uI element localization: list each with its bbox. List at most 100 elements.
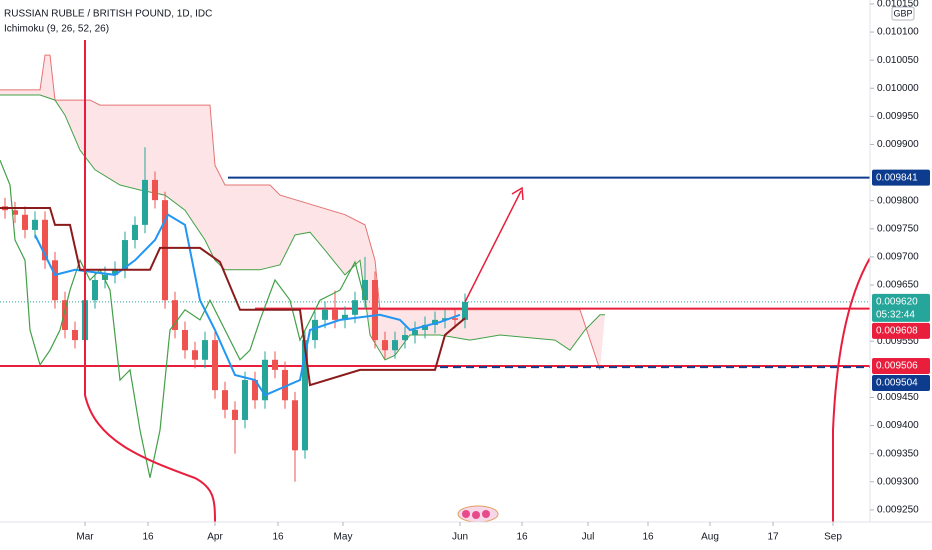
cloud-fill	[0, 55, 605, 370]
drawing-curve	[84, 40, 216, 523]
candle-body	[42, 219, 48, 261]
candle-body	[322, 309, 328, 320]
y-tick-label: 0.009800	[877, 195, 919, 206]
y-tick-label: 0.009650	[877, 280, 919, 291]
x-tick-label: Aug	[701, 532, 719, 543]
candle-body	[122, 240, 128, 270]
indicator-label: Ichimoku (9, 26, 52, 26)	[4, 24, 109, 35]
candle-body	[172, 300, 178, 330]
x-tick-label: 16	[642, 532, 654, 543]
candle-body	[232, 409, 238, 420]
candle-body	[152, 179, 158, 201]
candle-body	[282, 369, 288, 401]
y-tick-label: 0.009900	[877, 139, 919, 150]
y-tick-label: 0.009750	[877, 223, 919, 234]
x-tick-label: May	[334, 532, 353, 543]
candle-body	[212, 340, 218, 391]
candle-body	[342, 314, 348, 320]
candle-body	[262, 359, 268, 401]
x-tick-label: 16	[516, 532, 528, 543]
candle-body	[182, 329, 188, 351]
price-tag-label: 0.009504	[876, 378, 918, 389]
candle-body	[72, 329, 78, 341]
event-icon	[457, 505, 499, 523]
candle-body	[452, 318, 458, 320]
price-tag	[872, 322, 930, 339]
y-tick-label: 0.010150	[877, 0, 919, 10]
y-tick-label: 0.009350	[877, 448, 919, 459]
candle-body	[12, 210, 18, 215]
x-tick-label: 17	[767, 532, 779, 543]
candle-body	[112, 269, 118, 275]
candle-body	[52, 260, 58, 301]
candle-body	[362, 279, 368, 301]
candle-body	[22, 214, 28, 230]
indicator-line	[0, 207, 466, 387]
plot-area	[0, 54, 870, 482]
candle-body	[352, 300, 358, 315]
candle-body	[242, 380, 248, 420]
indicator-line	[0, 94, 605, 361]
y-tick-label: 0.010100	[877, 27, 919, 38]
x-tick-label: Sep	[824, 532, 842, 543]
y-tick-label: 0.009700	[877, 252, 919, 263]
y-tick-label: 0.010050	[877, 55, 919, 66]
y-tick-label: 0.009950	[877, 111, 919, 122]
price-tag	[872, 293, 930, 322]
candle-body	[62, 300, 68, 330]
drawing-arrowhead	[511, 186, 524, 201]
indicator-line	[0, 54, 601, 371]
y-tick-label: 0.009250	[877, 505, 919, 516]
indicator-line	[0, 159, 366, 478]
price-tag	[872, 374, 930, 391]
candle-body	[412, 329, 418, 336]
price-axis	[870, 0, 932, 550]
chart-title: RUSSIAN RUBLE / BRITISH POUND, 1D, IDC	[4, 9, 212, 20]
drawing-arrow	[464, 190, 522, 303]
x-tick-label: Mar	[76, 532, 94, 543]
currency-label[interactable]: GBP	[893, 8, 912, 18]
candle-body	[162, 200, 168, 301]
y-tick-label: 0.010000	[877, 83, 919, 94]
candle-body	[32, 219, 38, 230]
candle-body	[192, 350, 198, 360]
candle-body	[92, 279, 98, 301]
candle-body	[422, 324, 428, 330]
x-tick-label: Jun	[452, 532, 468, 543]
candle-body	[372, 279, 378, 341]
y-tick-label: 0.009400	[877, 420, 919, 431]
candle-body	[102, 274, 108, 280]
candle-body	[272, 359, 278, 370]
y-tick-label: 0.009450	[877, 392, 919, 403]
y-tick-label: 0.009300	[877, 476, 919, 487]
candle-body	[332, 309, 338, 320]
currency-box[interactable]	[891, 6, 915, 21]
candle-body	[222, 390, 228, 410]
x-tick-label: 16	[142, 532, 154, 543]
price-tag	[872, 357, 930, 374]
candle-body	[292, 400, 298, 451]
x-tick-label: Jul	[582, 532, 595, 543]
candle-body	[392, 340, 398, 351]
candle-body	[462, 301, 468, 320]
x-tick-label: 16	[272, 532, 284, 543]
x-tick-label: Apr	[207, 532, 223, 543]
drawing-curve	[832, 257, 871, 522]
candle-body	[382, 340, 388, 351]
candle-body	[302, 340, 308, 451]
candle-body	[312, 319, 318, 341]
price-tag-label: 0.009620	[876, 297, 918, 308]
candle-body	[142, 179, 148, 225]
price-tag-label: 0.009841	[876, 172, 918, 183]
countdown: 05:32:44	[876, 310, 915, 321]
price-tag	[872, 169, 930, 186]
candle-body	[202, 340, 208, 360]
candle-body	[252, 380, 258, 401]
candle-body	[132, 224, 138, 241]
candle-body	[442, 318, 448, 320]
candle-body	[402, 335, 408, 341]
price-tag-label: 0.009506	[876, 361, 918, 372]
price-tag-label: 0.009608	[876, 326, 918, 337]
